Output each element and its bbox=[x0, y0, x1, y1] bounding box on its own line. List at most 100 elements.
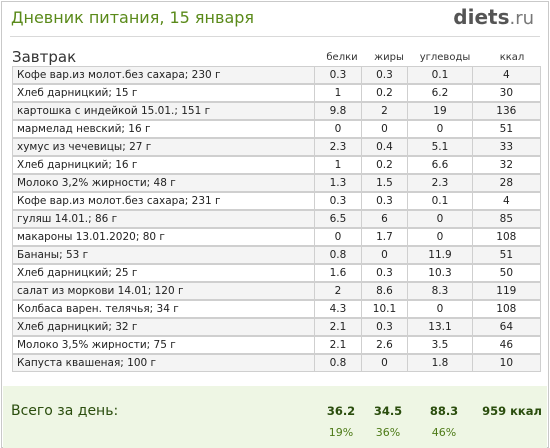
table-row[interactable]: Молоко 3,2% жирности; 48 г 1.3 1.5 2.3 28 bbox=[12, 174, 541, 192]
table-row[interactable]: Кофе вар.из молот.без сахара; 231 г 0.3 0.… bbox=[12, 192, 541, 210]
table-row[interactable]: хумус из чечевицы; 27 г 2.3 0.4 5.1 33 bbox=[12, 138, 541, 156]
page-title: Дневник питания, 15 января bbox=[11, 8, 255, 27]
table-row[interactable]: салат из моркови 14.01; 120 г 2 8.6 8.3 119 bbox=[12, 282, 541, 300]
protein-cell: 0.8 bbox=[314, 246, 362, 264]
carbs-cell: 5.1 bbox=[407, 138, 473, 156]
kcal-cell: 50 bbox=[471, 264, 541, 282]
table-row[interactable]: гуляш 14.01.; 86 г 6.5 6 0 85 bbox=[12, 210, 541, 228]
total-carbs: 88.3 bbox=[429, 404, 459, 418]
fat-cell: 6 bbox=[360, 210, 409, 228]
table-row[interactable]: Хлеб дарницкий; 16 г 1 0.2 6.6 32 bbox=[12, 156, 541, 174]
table-row[interactable]: картошка с индейкой 15.01.; 151 г 9.8 2 19 1… bbox=[12, 102, 541, 120]
protein-percent: 19% bbox=[328, 426, 354, 439]
fat-cell: 1.5 bbox=[360, 174, 409, 192]
food-name-cell: Молоко 3,5% жирности; 75 г bbox=[12, 336, 316, 354]
carbs-percent: 46% bbox=[431, 426, 457, 439]
carbs-cell: 11.9 bbox=[407, 246, 473, 264]
fat-cell: 0.4 bbox=[360, 138, 409, 156]
carbs-cell: 0 bbox=[407, 210, 473, 228]
kcal-cell: 32 bbox=[471, 156, 541, 174]
kcal-cell: 10 bbox=[471, 354, 541, 372]
kcal-cell: 119 bbox=[471, 282, 541, 300]
carbs-cell: 13.1 bbox=[407, 318, 473, 336]
fat-cell: 0.2 bbox=[360, 156, 409, 174]
food-name-cell: мармелад невский; 16 г bbox=[12, 120, 316, 138]
fat-cell: 0.3 bbox=[360, 66, 409, 84]
table-row[interactable]: Хлеб дарницкий; 15 г 1 0.2 6.2 30 bbox=[12, 84, 541, 102]
fat-cell: 0.3 bbox=[360, 318, 409, 336]
table-row[interactable]: Хлеб дарницкий; 32 г 2.1 0.3 13.1 64 bbox=[12, 318, 541, 336]
carbs-cell: 0.1 bbox=[407, 66, 473, 84]
food-name-cell: Хлеб дарницкий; 16 г bbox=[12, 156, 316, 174]
kcal-cell: 33 bbox=[471, 138, 541, 156]
column-header-protein: белки bbox=[326, 52, 358, 63]
food-name-cell: салат из моркови 14.01; 120 г bbox=[12, 282, 316, 300]
fat-cell: 2 bbox=[360, 102, 409, 120]
carbs-cell: 8.3 bbox=[407, 282, 473, 300]
table-row[interactable]: Капуста квашеная; 100 г 0.8 0 1.8 10 bbox=[12, 354, 541, 372]
kcal-cell: 108 bbox=[471, 300, 541, 318]
total-fat: 34.5 bbox=[373, 404, 403, 418]
fat-cell: 10.1 bbox=[360, 300, 409, 318]
carbs-cell: 10.3 bbox=[407, 264, 473, 282]
total-kcal: 959 ккал bbox=[482, 404, 542, 418]
logo-suffix: .ru bbox=[509, 8, 534, 29]
protein-cell: 1 bbox=[314, 156, 362, 174]
table-row[interactable]: Колбаса варен. телячья; 34 г 4.3 10.1 0 108 bbox=[12, 300, 541, 318]
protein-cell: 6.5 bbox=[314, 210, 362, 228]
kcal-cell: 108 bbox=[471, 228, 541, 246]
total-protein: 36.2 bbox=[326, 404, 356, 418]
food-name-cell: Хлеб дарницкий; 32 г bbox=[12, 318, 316, 336]
kcal-cell: 46 bbox=[471, 336, 541, 354]
fat-cell: 2.6 bbox=[360, 336, 409, 354]
fat-cell: 8.6 bbox=[360, 282, 409, 300]
food-name-cell: картошка с индейкой 15.01.; 151 г bbox=[12, 102, 316, 120]
protein-cell: 2.1 bbox=[314, 336, 362, 354]
column-header-kcal: ккал bbox=[499, 52, 525, 63]
fat-cell: 0.3 bbox=[360, 192, 409, 210]
fat-cell: 0.3 bbox=[360, 264, 409, 282]
food-name-cell: Хлеб дарницкий; 15 г bbox=[12, 84, 316, 102]
protein-cell: 0.8 bbox=[314, 354, 362, 372]
table-row[interactable]: мармелад невский; 16 г 0 0 0 51 bbox=[12, 120, 541, 138]
fat-cell: 1.7 bbox=[360, 228, 409, 246]
protein-cell: 1 bbox=[314, 84, 362, 102]
table-row[interactable]: Бананы; 53 г 0.8 0 11.9 51 bbox=[12, 246, 541, 264]
protein-cell: 4.3 bbox=[314, 300, 362, 318]
fat-percent: 36% bbox=[375, 426, 401, 439]
carbs-cell: 0 bbox=[407, 300, 473, 318]
logo-main: diets bbox=[453, 5, 510, 29]
fat-cell: 0 bbox=[360, 120, 409, 138]
food-name-cell: макароны 13.01.2020; 80 г bbox=[12, 228, 316, 246]
fat-cell: 0.2 bbox=[360, 84, 409, 102]
protein-cell: 0.3 bbox=[314, 66, 362, 84]
table-row[interactable]: Кофе вар.из молот.без сахара; 230 г 0.3 0.… bbox=[12, 66, 541, 84]
kcal-cell: 4 bbox=[471, 66, 541, 84]
kcal-cell: 51 bbox=[471, 246, 541, 264]
kcal-cell: 64 bbox=[471, 318, 541, 336]
header-divider bbox=[10, 36, 540, 37]
kcal-cell: 85 bbox=[471, 210, 541, 228]
carbs-cell: 19 bbox=[407, 102, 473, 120]
table-row[interactable]: макароны 13.01.2020; 80 г 0 1.7 0 108 bbox=[12, 228, 541, 246]
fat-cell: 0 bbox=[360, 246, 409, 264]
table-row[interactable]: Хлеб дарницкий; 25 г 1.6 0.3 10.3 50 bbox=[12, 264, 541, 282]
carbs-cell: 0 bbox=[407, 120, 473, 138]
food-name-cell: гуляш 14.01.; 86 г bbox=[12, 210, 316, 228]
food-name-cell: хумус из чечевицы; 27 г bbox=[12, 138, 316, 156]
food-name-cell: Хлеб дарницкий; 25 г bbox=[12, 264, 316, 282]
kcal-cell: 136 bbox=[471, 102, 541, 120]
table-row[interactable]: Молоко 3,5% жирности; 75 г 2.1 2.6 3.5 46 bbox=[12, 336, 541, 354]
protein-cell: 1.3 bbox=[314, 174, 362, 192]
site-logo[interactable]: diets.ru bbox=[453, 5, 534, 29]
carbs-cell: 6.6 bbox=[407, 156, 473, 174]
meal-table: Кофе вар.из молот.без сахара; 230 г 0.3 0.… bbox=[12, 66, 541, 372]
fat-cell: 0 bbox=[360, 354, 409, 372]
protein-cell: 2.3 bbox=[314, 138, 362, 156]
carbs-cell: 6.2 bbox=[407, 84, 473, 102]
meal-title: Завтрак bbox=[12, 48, 77, 66]
protein-cell: 0.3 bbox=[314, 192, 362, 210]
food-name-cell: Колбаса варен. телячья; 34 г bbox=[12, 300, 316, 318]
carbs-cell: 3.5 bbox=[407, 336, 473, 354]
